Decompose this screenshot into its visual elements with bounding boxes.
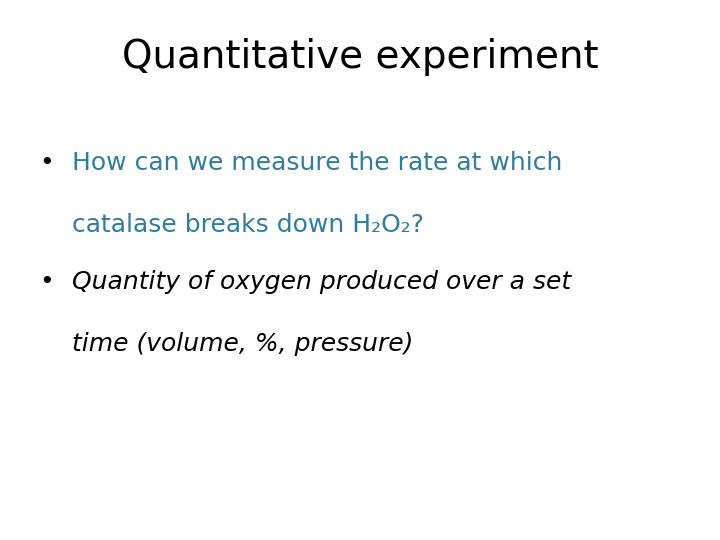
Text: catalase breaks down H₂O₂?: catalase breaks down H₂O₂? (72, 213, 424, 237)
Text: Quantity of oxygen produced over a set: Quantity of oxygen produced over a set (72, 270, 571, 294)
Text: •: • (40, 151, 54, 175)
Text: Quantitative experiment: Quantitative experiment (122, 38, 598, 76)
Text: time (volume, %, pressure): time (volume, %, pressure) (72, 332, 413, 356)
Text: How can we measure the rate at which: How can we measure the rate at which (72, 151, 562, 175)
Text: •: • (40, 270, 54, 294)
